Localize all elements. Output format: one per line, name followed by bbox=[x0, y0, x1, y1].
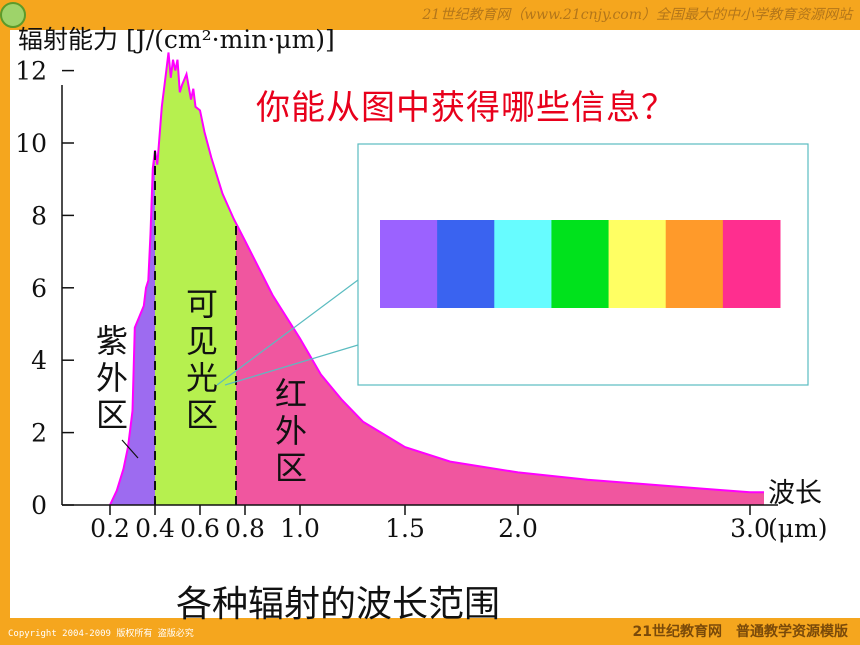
region-label-char: 区 bbox=[275, 449, 307, 487]
y-tick-label: 0 bbox=[31, 491, 47, 520]
spectrum-color-band bbox=[665, 220, 724, 308]
y-axis-title: 辐射能力 [J/(cm²·min·μm)] bbox=[18, 25, 335, 54]
chart-caption: 各种辐射的波长范围 bbox=[176, 584, 501, 625]
callout-pointer-line bbox=[224, 344, 359, 386]
y-tick-label: 4 bbox=[31, 346, 47, 375]
x-tick-label: 3.0 bbox=[730, 514, 770, 543]
spectrum-color-band bbox=[551, 220, 610, 308]
y-ticks: 0 2 4 6 8 10 12 bbox=[15, 57, 74, 520]
y-tick-label: 2 bbox=[31, 419, 47, 448]
visible-light-callout bbox=[216, 143, 809, 386]
ultraviolet-area bbox=[110, 150, 155, 505]
region-label-char: 区 bbox=[96, 396, 128, 434]
ultraviolet-label-leader bbox=[121, 439, 139, 459]
region-label-char: 区 bbox=[186, 396, 218, 434]
x-tick-label: 2.0 bbox=[498, 514, 538, 543]
chart-areas bbox=[110, 52, 764, 505]
bottom-banner: Copyright 2004-2009 版权所有 盗版必究 21世纪教育网 普通… bbox=[0, 618, 860, 645]
region-label-char: 光 bbox=[186, 359, 218, 397]
region-dividers bbox=[154, 150, 237, 505]
spectrum-color-band bbox=[437, 220, 495, 308]
x-tick-label: 0.2 bbox=[90, 514, 130, 543]
y-tick-label: 6 bbox=[31, 274, 47, 303]
x-tick-label: 1.5 bbox=[385, 514, 425, 543]
region-label-char: 可 bbox=[186, 285, 218, 323]
footer-brand-text: 21世纪教育网 普通教学资源模版 bbox=[632, 624, 848, 640]
region-label-char: 外 bbox=[275, 412, 307, 450]
y-tick-label: 12 bbox=[15, 57, 47, 86]
top-banner bbox=[0, 0, 860, 30]
site-banner-text: 21世纪教育网（www.21cnjy.com）全国最大的中小学教育资源网站 bbox=[422, 7, 852, 23]
ultraviolet-label: 紫外区 bbox=[96, 322, 128, 434]
visible-light-area bbox=[155, 52, 236, 505]
spectrum-color-band bbox=[380, 220, 438, 308]
spectrum-color-band bbox=[494, 220, 552, 308]
copyright-text: Copyright 2004-2009 版权所有 盗版必究 bbox=[8, 629, 194, 639]
x-tick-label: 0.8 bbox=[225, 514, 265, 543]
x-tick-label: 0.4 bbox=[135, 514, 175, 543]
x-tick-label: 0.6 bbox=[180, 514, 220, 543]
x-ticks: 0.2 0.4 0.6 0.8 1.0 1.5 2.0 3.0(μm) bbox=[90, 505, 827, 543]
left-border bbox=[0, 30, 10, 620]
y-tick-label: 8 bbox=[31, 201, 47, 230]
region-label-char: 紫 bbox=[96, 322, 128, 360]
region-label-char: 外 bbox=[96, 359, 128, 397]
region-label-char: 红 bbox=[275, 375, 307, 413]
question-text: 你能从图中获得哪些信息？ bbox=[256, 88, 676, 128]
x-tick-label: 1.0 bbox=[280, 514, 320, 543]
logo-icon bbox=[0, 2, 26, 28]
visible-light-label: 可见光区 bbox=[186, 285, 218, 434]
x-unit-label: (μm) bbox=[768, 514, 827, 543]
spectrum-color-band bbox=[608, 220, 667, 308]
x-axis-label: 波长 bbox=[768, 478, 822, 509]
infrared-area bbox=[236, 223, 764, 505]
infrared-label: 红外区 bbox=[275, 375, 307, 487]
spectrum-color-band bbox=[722, 220, 781, 308]
region-label-char: 见 bbox=[186, 322, 218, 360]
y-tick-label: 10 bbox=[15, 129, 47, 158]
spectrum-curve-line bbox=[109, 52, 764, 506]
callout-pointer-line bbox=[216, 279, 359, 386]
